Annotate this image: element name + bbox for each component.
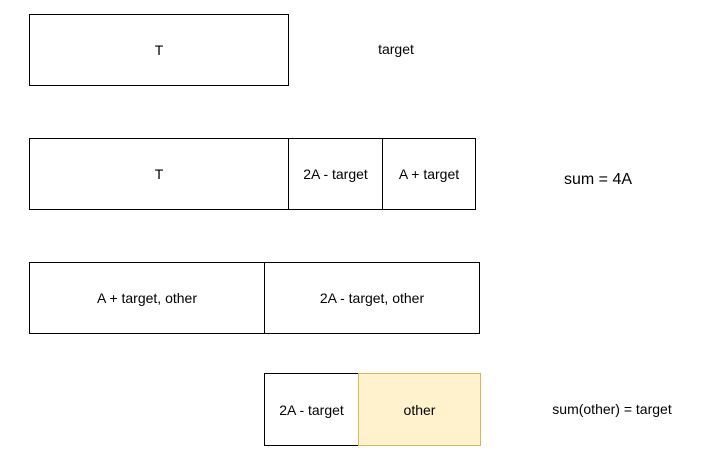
row3-box-a-plus-target-other: A + target, other	[29, 262, 265, 334]
row2-box-t: T	[29, 138, 289, 210]
row3-box-a-plus-target-other-label: A + target, other	[96, 290, 197, 306]
row4-sum-other-label: sum(other) = target	[552, 401, 672, 417]
row1-box-t-label: T	[154, 42, 164, 58]
row2-sum-label: sum = 4A	[563, 171, 633, 188]
row1-target-label: target	[378, 41, 414, 57]
row4-box-other-label: other	[403, 401, 436, 418]
row2-box-a-plus-target: A + target	[382, 138, 476, 210]
row4-box-2a-minus-target-label: 2A - target	[279, 401, 344, 418]
row1-box-t: T	[29, 14, 289, 86]
row2-box-t-label: T	[154, 166, 164, 182]
row2-box-a-plus-target-label: A + target	[398, 166, 460, 182]
row4-box-2a-minus-target: 2A - target	[264, 373, 359, 446]
row2-box-2a-minus-target: 2A - target	[288, 138, 383, 210]
row3-box-2a-minus-target-other: 2A - target, other	[264, 262, 480, 334]
row3-box-2a-minus-target-other-label: 2A - target, other	[319, 290, 425, 306]
row2-box-2a-minus-target-label: 2A - target	[303, 166, 368, 182]
row4-box-other: other	[358, 373, 481, 446]
